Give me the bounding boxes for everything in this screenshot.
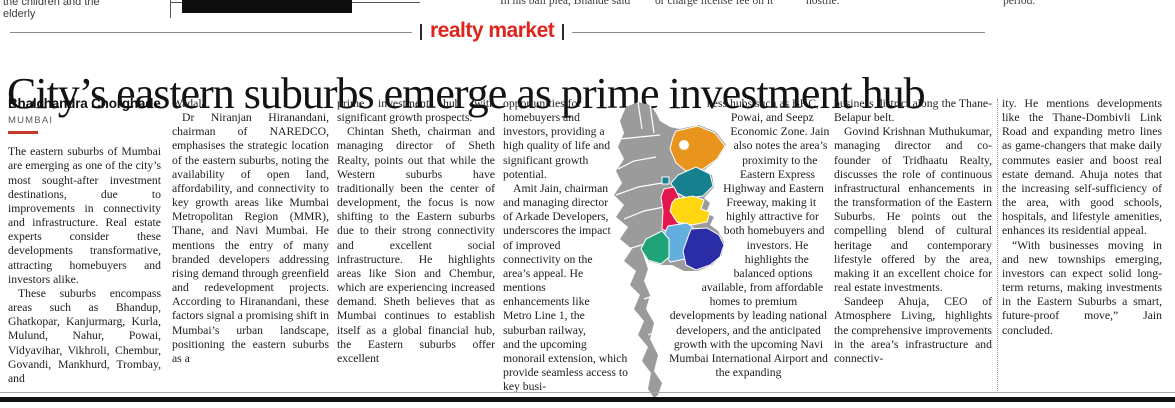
cropped-black-bar [182,0,352,13]
map-region-yellow [669,195,711,226]
article-column-4: opportunities for homebuyers and investo… [503,97,663,397]
byline-author: Bhalchandra Chorghade [8,97,161,111]
section-kicker: realty market [10,19,985,43]
body-paragraph: Sandeep Ahuja, CEO of Atmosphere Living,… [834,295,992,365]
mumbai-eastern-suburbs-map [614,101,726,398]
article-column-5: ness hubs such as BKC, Powai, and Seepz … [667,97,830,397]
body-paragraph: “With businesses moving in and new towns… [1002,238,1162,337]
map-region-darkblue [682,227,725,271]
article-headline: City’s eastern suburbs emerge as prime i… [7,69,926,119]
fragment-line: elderly [3,8,36,20]
cropped-article-fragment: hostile. [806,0,840,7]
page-bottom-thin-rule [0,392,1175,393]
map-region-orange [669,125,726,172]
body-paragraph: Govind Krishnan Muthukumar, managing dir… [834,125,992,295]
cropped-article-fragment: period. [1003,0,1036,7]
section-label: realty market [430,19,555,42]
page-bottom-thick-rule [0,397,1175,402]
map-region-notch [679,140,689,150]
body-paragraph: Dr Niranjan Hiranandani, chairman of NAR… [172,111,329,365]
map-region-teal-fragment [661,176,670,185]
body-paragraph: Wadala. [172,97,210,110]
cropped-box-border [170,0,171,18]
kicker-rule-left [10,31,412,33]
body-paragraph: Amit Jain, chairman and managing directo… [503,181,628,394]
byline: Bhalchandra Chorghade MUMBAI [8,97,161,135]
map-region-green [640,230,670,265]
article-column-3: prime investment hub with significant gr… [337,97,495,397]
body-paragraph: Chintan Sheth, chairman and managing dir… [337,125,495,365]
article-column-2: Wadala. Dr Niranjan Hiranandani, chairma… [172,97,329,397]
byline-city: MUMBAI [8,115,54,127]
body-paragraph: ity. He mentions developments like the T… [1002,97,1162,238]
body-paragraph: opportunities for homebuyers and investo… [503,97,611,181]
column-divider-rule [997,99,998,393]
cropped-article-fragment: In his bail plea, Bhande said [500,0,631,7]
map-text-wrap-shape [667,97,731,309]
fragment-line: the children and the [3,0,100,8]
map-region-teal [670,166,714,199]
cropped-article-fragment: or charge license fee on it [655,0,774,7]
cropped-article-fragment-left: the children and the elderly [3,0,153,26]
map-text-wrap-shape [603,97,663,393]
body-paragraph: prime investment hub with significant gr… [337,97,495,125]
body-paragraph: ness hubs such as BKC, Powai, and Seepz … [669,97,830,379]
byline-rule [8,131,38,135]
article-column-6: business district along the Thane-Belapu… [834,97,992,397]
body-paragraph: business district along the Thane-Belapu… [834,97,992,125]
article-column-7: ity. He mentions developments like the T… [1002,97,1162,397]
article-column-1: Bhalchandra Chorghade MUMBAI The eastern… [8,97,161,397]
body-paragraph: These suburbs encompass areas such as Bh… [8,286,161,385]
kicker-bar-right [562,24,565,40]
kicker-rule-right [572,31,985,33]
body-paragraph: The eastern suburbs of Mumbai are emergi… [8,145,161,286]
kicker-bar-left [420,24,422,40]
